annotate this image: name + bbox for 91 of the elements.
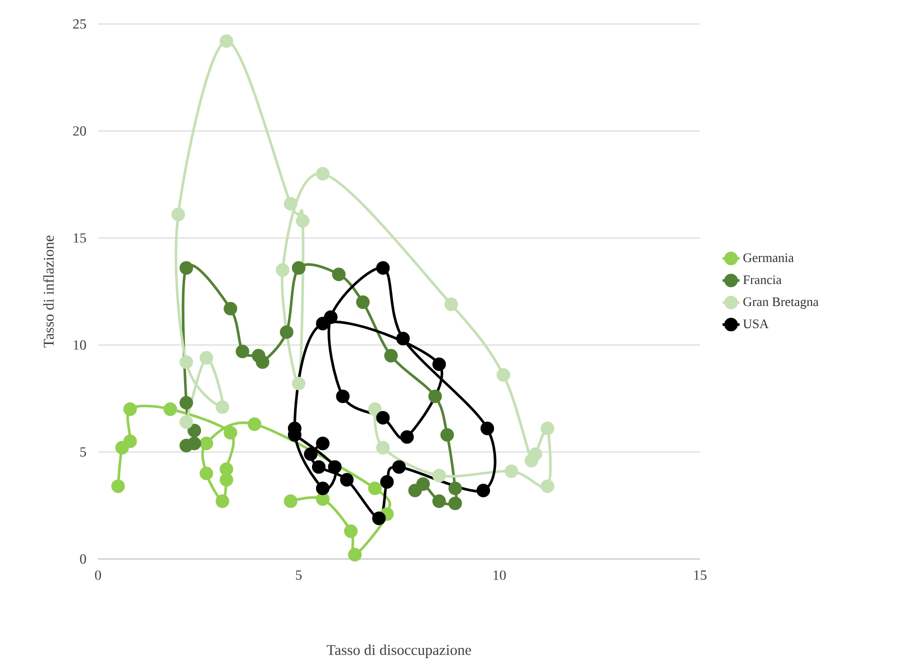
point [200, 466, 214, 480]
point [400, 430, 414, 444]
point [344, 524, 358, 538]
legend-label: Gran Bretagna [743, 297, 819, 309]
point [408, 484, 422, 498]
point [392, 460, 406, 474]
point [284, 196, 298, 211]
y-axis-title: Tasso di inflazione [43, 236, 54, 348]
point [384, 348, 398, 362]
point [316, 492, 330, 506]
point [504, 464, 518, 478]
legend-label: Francia [743, 275, 782, 284]
point [180, 415, 194, 429]
y-tick-label: 15 [74, 233, 86, 243]
point [340, 473, 354, 487]
point [200, 436, 214, 450]
point [376, 440, 390, 454]
point [496, 368, 510, 382]
point [292, 376, 306, 390]
point [296, 214, 310, 228]
point [444, 298, 458, 312]
point [348, 548, 362, 562]
y-tick-label: 20 [73, 126, 86, 136]
point [324, 310, 338, 324]
point [200, 351, 214, 365]
point [396, 332, 410, 346]
point [440, 428, 454, 442]
point [376, 410, 390, 425]
point [356, 295, 370, 309]
point [312, 460, 326, 474]
point [188, 436, 202, 450]
point [216, 494, 230, 508]
point [316, 436, 330, 450]
point [280, 325, 294, 339]
point [248, 417, 262, 431]
point [528, 447, 542, 461]
point [292, 261, 306, 275]
y-tick-label: 5 [80, 447, 86, 457]
point [111, 479, 125, 493]
point [368, 482, 382, 496]
legend-label: Germania [743, 253, 794, 262]
point [380, 475, 394, 489]
point [284, 494, 298, 508]
point [256, 355, 270, 369]
point [316, 167, 330, 181]
point [220, 462, 234, 476]
x-tick-label: 5 [296, 570, 302, 580]
point [332, 268, 346, 282]
x-tick-label: 10 [494, 570, 506, 580]
point [224, 302, 238, 316]
x-tick-label: 0 [95, 570, 101, 580]
point [224, 426, 238, 440]
legend-label: USA [743, 319, 769, 328]
point [476, 484, 490, 498]
point [448, 496, 462, 510]
point [540, 422, 554, 436]
x-axis-title: Tasso di disoccupazione [326, 644, 472, 658]
point [163, 402, 178, 416]
point [180, 396, 194, 410]
point [432, 468, 446, 482]
x-tick-label: 15 [694, 570, 706, 580]
point [336, 390, 350, 404]
point [368, 402, 382, 416]
point [376, 261, 390, 275]
point [480, 422, 494, 436]
point [316, 316, 330, 330]
y-tick-label: 10 [74, 340, 86, 350]
point [123, 402, 137, 416]
point [216, 400, 230, 414]
point [236, 344, 250, 358]
point [432, 494, 446, 508]
point [220, 473, 234, 487]
point [180, 261, 194, 275]
point [328, 460, 342, 474]
point [416, 477, 430, 491]
point [448, 482, 462, 496]
point [432, 357, 446, 372]
point [428, 390, 442, 404]
y-tick-label: 25 [73, 19, 86, 29]
point [372, 512, 386, 526]
point [123, 434, 137, 448]
point [220, 34, 234, 48]
point [188, 424, 202, 438]
point [180, 355, 194, 369]
point [276, 263, 290, 277]
point [172, 208, 186, 222]
point [304, 447, 318, 461]
point [115, 440, 129, 454]
point [316, 482, 330, 496]
y-tick-label: 0 [80, 554, 86, 564]
point [540, 479, 554, 493]
